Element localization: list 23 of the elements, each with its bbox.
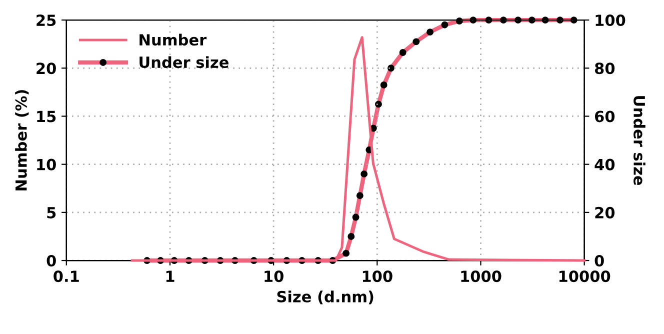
x-tick-label: 100 — [362, 270, 392, 282]
x-tick-label: 10 — [264, 270, 284, 282]
y2-axis-title: Under size — [634, 96, 646, 186]
y2-tick-label: 40 — [594, 158, 615, 170]
y-tick-label: 0 — [46, 254, 56, 267]
y2-tick-label: 100 — [596, 14, 626, 26]
y-tick-label: 15 — [37, 110, 56, 122]
x-axis-title: Size (d.nm) — [277, 290, 374, 304]
x-tick-label: 0.1 — [54, 270, 79, 282]
y2-tick-label: 20 — [595, 206, 615, 218]
y2-tick-label: 80 — [594, 62, 615, 74]
y-tick-label: 20 — [36, 62, 56, 74]
x-tick-label: 10000 — [559, 270, 610, 282]
x-tick-label: 1 — [166, 270, 174, 282]
y-tick-label: 5 — [47, 207, 56, 218]
y-axis-title: Number (%) — [15, 90, 29, 190]
y-tick-label: 25 — [36, 14, 56, 26]
y-tick-label: 10 — [37, 158, 56, 170]
legend-label: Number — [140, 34, 207, 46]
y2-tick-label: 60 — [594, 110, 615, 122]
y2-tick-label: 0 — [594, 254, 604, 267]
legend-label: Under size — [140, 56, 228, 68]
x-tick-label: 1000 — [461, 270, 502, 282]
